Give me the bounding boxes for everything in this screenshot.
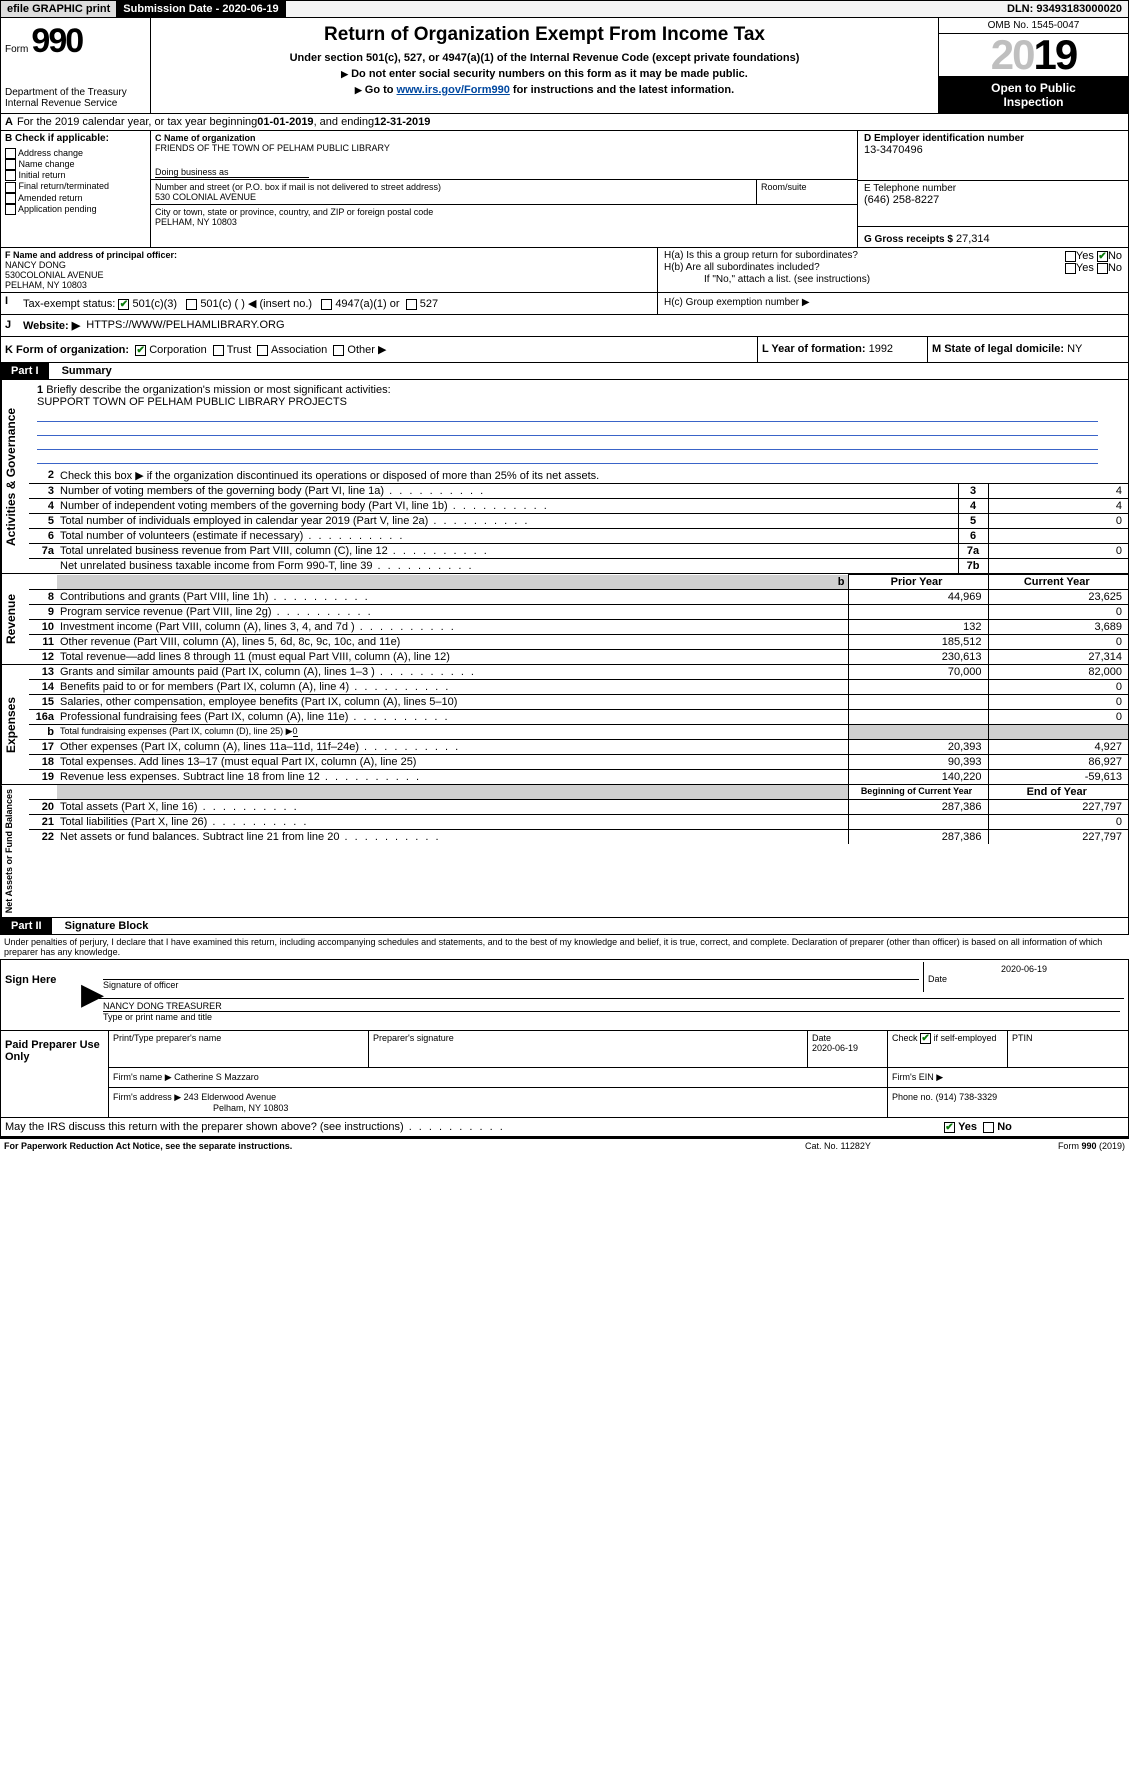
- paid-preparer-block: Paid Preparer Use Only Print/Type prepar…: [0, 1031, 1129, 1118]
- cb-trust[interactable]: [213, 345, 224, 356]
- form-header: Form 990 Department of the Treasury Inte…: [0, 18, 1129, 114]
- dln: DLN: 93493183000020: [1001, 1, 1128, 17]
- cb-hb-yes[interactable]: [1065, 263, 1076, 274]
- section-c: C Name of organization FRIENDS OF THE TO…: [151, 131, 858, 247]
- cb-501c3[interactable]: [118, 299, 129, 310]
- gross-receipts: 27,314: [956, 233, 990, 245]
- topbar: efile GRAPHIC print Submission Date - 20…: [0, 0, 1129, 18]
- cb-501c[interactable]: [186, 299, 197, 310]
- ein: 13-3470496: [864, 144, 1122, 156]
- section-h: H(a) Is this a group return for subordin…: [658, 248, 1128, 292]
- cb-other[interactable]: [333, 345, 344, 356]
- net-assets-block: Net Assets or Fund Balances Beginning of…: [0, 785, 1129, 918]
- discuss-row: May the IRS discuss this return with the…: [0, 1118, 1129, 1137]
- firm-name: Catherine S Mazzaro: [174, 1072, 259, 1082]
- form990-link[interactable]: www.irs.gov/Form990: [397, 84, 510, 96]
- state-domicile: NY: [1067, 343, 1082, 355]
- cb-assoc[interactable]: [257, 345, 268, 356]
- form-subtitle: Under section 501(c), 527, or 4947(a)(1)…: [161, 52, 928, 64]
- cb-ha-no[interactable]: [1097, 251, 1108, 262]
- line-hc: H(c) Group exemption number ▶: [658, 293, 1128, 314]
- firm-phone: (914) 738-3329: [936, 1092, 998, 1102]
- activities-governance-label: Activities & Governance: [1, 380, 29, 573]
- line-j: J Website: ▶ HTTPS://WWW/PELHAMLIBRARY.O…: [0, 315, 1129, 337]
- cb-name-change[interactable]: [5, 159, 16, 170]
- ssn-warning: Do not enter social security numbers on …: [161, 68, 928, 80]
- cb-address-change[interactable]: [5, 148, 16, 159]
- footer: For Paperwork Reduction Act Notice, see …: [0, 1137, 1129, 1153]
- revenue-block: Revenue bPrior YearCurrent Year 8Contrib…: [0, 574, 1129, 665]
- sign-here-block: Sign Here ▶ Signature of officer 2020-06…: [0, 959, 1129, 1031]
- governance-table: 2Check this box ▶ if the organization di…: [29, 468, 1128, 573]
- cb-hb-no[interactable]: [1097, 263, 1108, 274]
- cb-ha-yes[interactable]: [1065, 251, 1076, 262]
- cb-527[interactable]: [406, 299, 417, 310]
- cb-self-employed[interactable]: [920, 1033, 931, 1044]
- cb-discuss-no[interactable]: [983, 1122, 994, 1133]
- part2-header: Part II Signature Block: [0, 918, 1129, 935]
- entity-block: B Check if applicable: Address change Na…: [0, 131, 1129, 248]
- cb-amended-return[interactable]: [5, 193, 16, 204]
- cb-discuss-yes[interactable]: [944, 1122, 955, 1133]
- cb-final-return[interactable]: [5, 182, 16, 193]
- part1-header: Part I Summary: [0, 363, 1129, 380]
- cb-initial-return[interactable]: [5, 170, 16, 181]
- line-a: A For the 2019 calendar year, or tax yea…: [0, 114, 1129, 131]
- org-name: FRIENDS OF THE TOWN OF PELHAM PUBLIC LIB…: [155, 143, 853, 153]
- firm-address1: 243 Elderwood Avenue: [184, 1092, 276, 1102]
- f-h-block: F Name and address of principal officer:…: [0, 248, 1129, 293]
- line-i: I Tax-exempt status: 501(c)(3) 501(c) ( …: [0, 293, 1129, 315]
- officer-name: NANCY DONG: [5, 260, 653, 270]
- org-city: PELHAM, NY 10803: [155, 217, 853, 227]
- part1-body: Activities & Governance 1 Briefly descri…: [0, 380, 1129, 574]
- section-b: B Check if applicable: Address change Na…: [1, 131, 151, 247]
- line-klm: K Form of organization: Corporation Trus…: [0, 337, 1129, 363]
- tax-year: 2019: [939, 34, 1128, 77]
- efile-label[interactable]: efile GRAPHIC print: [1, 1, 117, 17]
- expenses-block: Expenses 13Grants and similar amounts pa…: [0, 665, 1129, 785]
- cb-4947[interactable]: [321, 299, 332, 310]
- goto-link-row: Go to www.irs.gov/Form990 for instructio…: [161, 84, 928, 96]
- cb-corp[interactable]: [135, 345, 146, 356]
- section-deg: D Employer identification number 13-3470…: [858, 131, 1128, 247]
- year-formation: 1992: [869, 343, 893, 355]
- telephone: (646) 258-8227: [864, 194, 1122, 206]
- mission: SUPPORT TOWN OF PELHAM PUBLIC LIBRARY PR…: [37, 396, 1098, 408]
- form-title: Return of Organization Exempt From Incom…: [161, 24, 928, 46]
- officer-name-title: NANCY DONG TREASURER: [103, 1001, 1120, 1012]
- org-address: 530 COLONIAL AVENUE: [155, 192, 752, 202]
- cb-application-pending[interactable]: [5, 204, 16, 215]
- open-to-public: Open to PublicInspection: [939, 77, 1128, 113]
- submission-date: Submission Date - 2020-06-19: [117, 1, 285, 17]
- website-url[interactable]: HTTPS://WWW/PELHAMLIBRARY.ORG: [86, 319, 284, 332]
- perjury-statement: Under penalties of perjury, I declare th…: [0, 935, 1129, 959]
- form-number: 990: [31, 22, 82, 60]
- dept-treasury: Department of the Treasury Internal Reve…: [5, 87, 146, 109]
- sig-date: 2020-06-19: [928, 964, 1120, 974]
- form-label: Form: [5, 44, 28, 55]
